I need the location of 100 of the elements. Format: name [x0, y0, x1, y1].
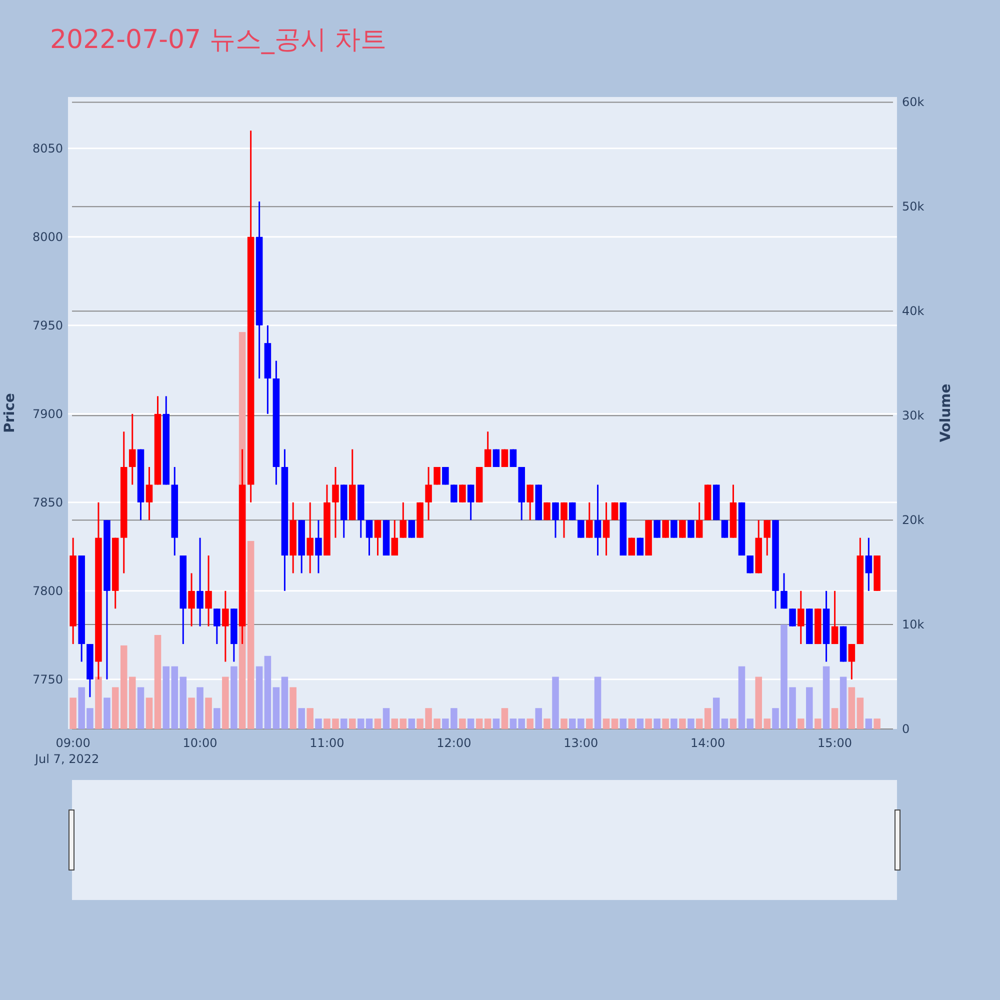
candlestick [492, 448, 500, 468]
bar [662, 718, 669, 729]
bar [104, 698, 110, 729]
candlestick [594, 484, 602, 556]
bar [831, 708, 838, 729]
bar [171, 666, 178, 729]
y2-tick-label: 40k [902, 304, 924, 318]
y-tick-label: 8000 [32, 230, 63, 244]
candlestick [526, 484, 534, 521]
candlestick [425, 466, 432, 521]
bar [298, 708, 305, 729]
x-tick-label: 09:00 Jul 7, 2022 [34, 736, 100, 766]
bar [459, 718, 466, 729]
bar [544, 718, 550, 729]
candlestick [746, 554, 754, 574]
bar [222, 676, 229, 729]
bar [865, 718, 872, 729]
y2-tick-label: 10k [902, 618, 924, 632]
bar [196, 687, 204, 729]
candlestick [586, 502, 593, 539]
bar [628, 718, 636, 729]
candlestick [332, 466, 339, 539]
bar [70, 698, 76, 729]
y-tick-label: 7800 [32, 584, 63, 598]
candlestick [196, 537, 204, 628]
bar [856, 698, 864, 729]
bar [467, 718, 474, 729]
bar [315, 718, 322, 729]
bar [840, 676, 847, 729]
candlestick [484, 430, 492, 468]
bar [264, 656, 272, 729]
bar [636, 718, 644, 729]
y2-tick-label: 0 [902, 722, 910, 736]
bar [188, 698, 195, 729]
bar [214, 708, 220, 729]
candlestick [315, 519, 322, 574]
bar [391, 718, 398, 729]
bar [501, 708, 508, 729]
bar [180, 676, 187, 729]
bar [146, 698, 153, 729]
bar [594, 676, 602, 729]
bar [128, 676, 136, 729]
bar [822, 666, 830, 729]
bar [205, 698, 212, 729]
bar [476, 718, 483, 729]
bar [247, 540, 254, 729]
candlestick [306, 502, 314, 574]
candlestick [848, 643, 856, 680]
candlestick [789, 608, 796, 628]
bar [611, 718, 618, 729]
bar [814, 718, 822, 729]
bar [374, 718, 382, 729]
bar [535, 708, 542, 729]
bar [526, 718, 534, 729]
candlestick [764, 519, 771, 556]
candlestick [602, 502, 610, 556]
y-tick-label: 7850 [32, 495, 63, 510]
candlestick [501, 448, 508, 468]
x-tick-label: 11:00 [310, 736, 344, 750]
bar [95, 676, 102, 729]
bar [798, 718, 804, 729]
bar [620, 718, 627, 729]
candlestick [552, 502, 559, 539]
candlestick [679, 519, 686, 539]
bar [348, 718, 356, 729]
bar [230, 666, 238, 729]
bar [645, 718, 652, 729]
candlestick [688, 519, 694, 539]
bar [721, 718, 728, 729]
y-tick-label: 7900 [32, 406, 63, 421]
bar [806, 687, 813, 729]
y-tick-label: 8050 [32, 141, 63, 156]
bar [120, 645, 128, 729]
bar [712, 698, 720, 729]
bar [654, 718, 660, 729]
bar [602, 718, 610, 729]
candlestick [205, 554, 212, 628]
bar [256, 666, 263, 729]
candlestick [146, 466, 153, 521]
candlestick [374, 519, 382, 556]
bar [688, 718, 694, 729]
candlestick [670, 519, 678, 539]
bar [552, 676, 559, 729]
bar [704, 708, 712, 729]
x-tick-label: 12:00 [436, 736, 472, 750]
bar [306, 708, 314, 729]
candlestick [780, 572, 788, 610]
y-tick-label: 7750 [32, 672, 63, 686]
y-tick-label: 7950 [32, 318, 63, 332]
bar [679, 718, 686, 729]
bar [154, 634, 162, 729]
candlestick [391, 519, 398, 556]
candlestick [400, 502, 407, 539]
bar [400, 718, 407, 729]
bar [137, 687, 144, 729]
candlestick [654, 519, 660, 539]
candlestick [721, 519, 728, 539]
candlestick [459, 484, 466, 504]
bar [560, 718, 568, 729]
y2-tick-label: 20k [902, 513, 924, 528]
